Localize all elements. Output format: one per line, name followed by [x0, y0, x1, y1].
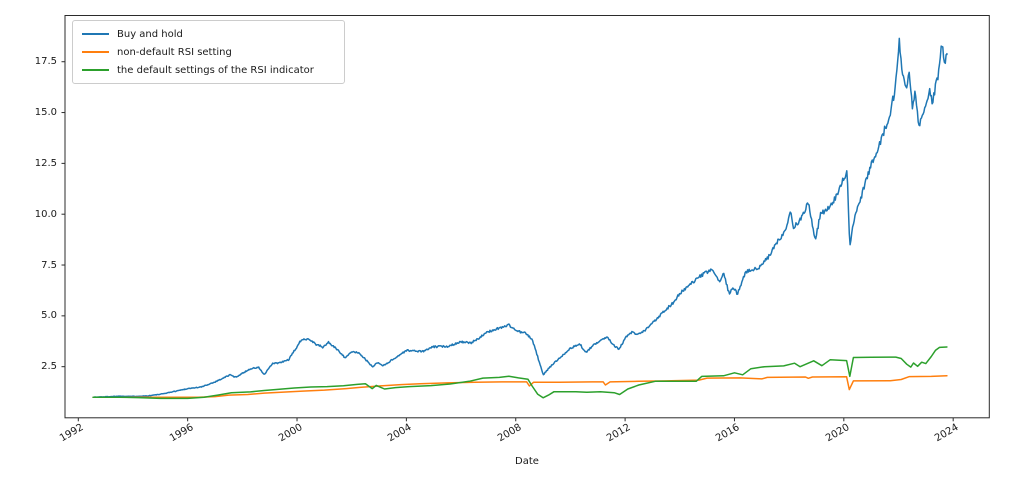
axes-spines: [64, 15, 990, 419]
y-tick-label: 10.0: [34, 208, 57, 220]
legend-item-default-rsi: the default settings of the RSI indicato…: [82, 61, 336, 79]
legend-label: Buy and hold: [117, 28, 183, 40]
legend-line-swatch-blue: [82, 33, 109, 35]
y-tick-label: 17.5: [34, 56, 57, 68]
legend-item-buy-and-hold: Buy and hold: [82, 25, 336, 43]
y-tick-label: 5.0: [41, 310, 57, 322]
legend-item-non-default-rsi: non-default RSI setting: [82, 43, 336, 61]
series-line-2: [92, 346, 948, 400]
legend-line-swatch-green: [82, 69, 109, 71]
series-line-1: [92, 375, 948, 398]
y-tick-label: 7.5: [41, 259, 57, 271]
legend-label: the default settings of the RSI indicato…: [117, 64, 314, 76]
x-axis-label: Date: [515, 456, 539, 467]
legend-line-swatch-orange: [82, 51, 109, 53]
y-tick-label: 15.0: [34, 107, 57, 119]
series-line-0: [92, 37, 948, 399]
y-tick-label: 12.5: [34, 157, 57, 169]
legend-label: non-default RSI setting: [117, 46, 232, 58]
legend: Buy and hold non-default RSI setting the…: [72, 20, 345, 84]
y-tick-label: 2.5: [41, 361, 57, 373]
